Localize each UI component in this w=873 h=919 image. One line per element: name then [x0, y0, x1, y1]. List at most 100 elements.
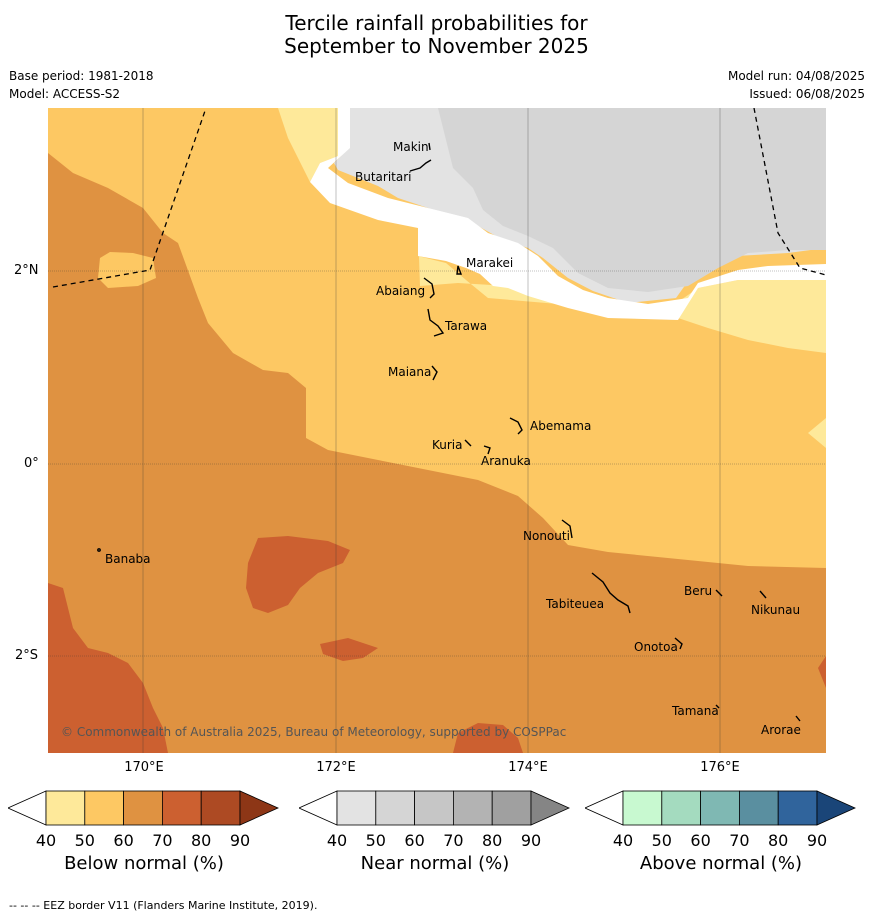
lon-label-176e: 176°E — [700, 760, 740, 775]
island-tarawa — [427, 308, 445, 337]
colorbar-segment — [45, 790, 86, 826]
label-makin: Makin — [393, 140, 429, 154]
island-banaba — [97, 548, 101, 552]
colorbar-above-normal: 40 50 60 70 80 90 Above normal (%) — [584, 789, 857, 879]
colorbar-tick-label: 80 — [768, 831, 789, 850]
meta-left: Base period: 1981-2018 Model: ACCESS-S2 — [9, 67, 154, 103]
region-near-50-60 — [438, 108, 826, 292]
island-onotoa — [674, 637, 683, 650]
colorbar-segment — [161, 790, 202, 826]
colorbar-near-swatches — [298, 790, 570, 826]
region-below-70-80-central — [246, 536, 350, 613]
eez-borders — [52, 108, 826, 288]
region-below-40-50 — [278, 108, 826, 353]
colorbar-tick-label: 50 — [651, 831, 672, 850]
colorbar-segment — [777, 790, 818, 826]
label-tamana: Tamana — [671, 704, 719, 718]
colorbar-tick-label: 50 — [74, 831, 95, 850]
lon-label-170e: 170°E — [124, 760, 164, 775]
lat-label-0: 0° — [24, 456, 39, 471]
label-nikunau: Nikunau — [751, 603, 800, 617]
region-white-gap — [310, 108, 826, 320]
colorbar-tick-label: 60 — [690, 831, 711, 850]
island-marakei — [456, 265, 463, 275]
label-maiana: Maiana — [388, 365, 431, 379]
label-tarawa: Tarawa — [444, 319, 487, 333]
colorbar-tick-label: 60 — [113, 831, 134, 850]
graticule — [48, 108, 826, 753]
colorbar-min-extend — [584, 790, 624, 826]
colorbar-tick-label: 80 — [191, 831, 212, 850]
copyright-text: © Commonwealth of Australia 2025, Bureau… — [61, 725, 566, 739]
label-banaba: Banaba — [105, 552, 151, 566]
model-run: Model run: 04/08/2025 — [727, 69, 865, 83]
colorbar-max-extend — [530, 790, 570, 826]
colorbar-tick-label: 70 — [443, 831, 464, 850]
colorbar-segment — [738, 790, 779, 826]
colorbar-segment — [491, 790, 532, 826]
colorbar-segment — [622, 790, 663, 826]
colorbar-tick-label: 60 — [404, 831, 425, 850]
colorbar-min-extend — [7, 790, 47, 826]
island-tabiteuea — [591, 572, 631, 614]
colorbar-segment — [375, 790, 416, 826]
rainfall-probability-map: Makin Butaritari Marakei Abaiang Tarawa … — [48, 108, 826, 753]
issued-date: Issued: 06/08/2025 — [749, 87, 865, 101]
island-shapes — [97, 142, 801, 722]
lat-label-2s: 2°S — [15, 648, 39, 663]
island-abaiang — [423, 277, 435, 299]
colorbar-segment — [414, 790, 454, 826]
island-tamana — [715, 704, 720, 709]
island-nikunau — [759, 590, 767, 599]
island-arorae — [795, 715, 801, 722]
label-marakei: Marakei — [466, 256, 513, 270]
colorbar-near-label: Near normal (%) — [360, 853, 510, 874]
meta-right: Model run: 04/08/2025 Issued: 06/08/2025 — [728, 67, 865, 103]
colorbar-above-swatches — [584, 790, 856, 826]
colorbar-min-extend — [298, 790, 338, 826]
colorbar-tick-label: 40 — [326, 831, 348, 850]
label-abaiang: Abaiang — [376, 284, 425, 298]
colorbar-below-label: Below normal (%) — [64, 853, 224, 874]
region-below-70-80-east — [818, 656, 826, 688]
lon-label-174e: 174°E — [508, 760, 548, 775]
colorbar-below-normal: 40 50 60 70 80 90 Below normal (%) — [7, 789, 280, 879]
island-makin — [428, 142, 431, 151]
colorbar-max-extend — [816, 790, 856, 826]
label-beru: Beru — [684, 584, 712, 598]
label-butaritari: Butaritari — [355, 170, 412, 184]
colorbar-tick-label: 50 — [365, 831, 386, 850]
region-below-70-80-small — [320, 638, 378, 661]
colorbar-segment — [452, 790, 493, 826]
eez-footnote: -- -- -- EEZ border V11 (Flanders Marine… — [9, 899, 318, 912]
island-butaritari — [409, 159, 432, 172]
label-nonouti: Nonouti — [523, 529, 570, 543]
island-kuria — [464, 439, 472, 447]
title-line-2: September to November 2025 — [284, 34, 589, 58]
colorbar-segment — [200, 790, 241, 826]
colorbar-tick-label: 70 — [729, 831, 750, 850]
base-period: Base period: 1981-2018 — [9, 69, 154, 83]
island-maiana — [431, 365, 438, 381]
title-line-1: Tercile rainfall probabilities for — [285, 11, 588, 35]
colorbar-tick-label: 40 — [35, 831, 57, 850]
colorbar-tick-label: 40 — [612, 831, 634, 850]
colorbar-tick-label: 80 — [482, 831, 503, 850]
colorbar-tick-label: 70 — [152, 831, 173, 850]
colorbar-near-normal: 40 50 60 70 80 90 Near normal (%) — [298, 789, 571, 879]
colorbar-above-label: Above normal (%) — [639, 853, 803, 874]
colorbar-segment — [700, 790, 740, 826]
island-nonouti — [561, 519, 573, 539]
colorbar-max-extend — [239, 790, 279, 826]
colorbar-segment — [661, 790, 702, 826]
region-below-70-80-west — [48, 583, 168, 753]
region-below-70-80-south — [453, 723, 523, 753]
colorbar-tick-label: 90 — [806, 831, 828, 850]
label-tabiteuea: Tabiteuea — [545, 597, 604, 611]
region-below-40-50-east — [808, 418, 826, 448]
label-kuria: Kuria — [432, 438, 463, 452]
lon-label-172e: 172°E — [316, 760, 356, 775]
label-abemama: Abemama — [530, 419, 591, 433]
region-below-50-60-west — [98, 252, 156, 288]
lat-label-2n: 2°N — [14, 263, 39, 278]
